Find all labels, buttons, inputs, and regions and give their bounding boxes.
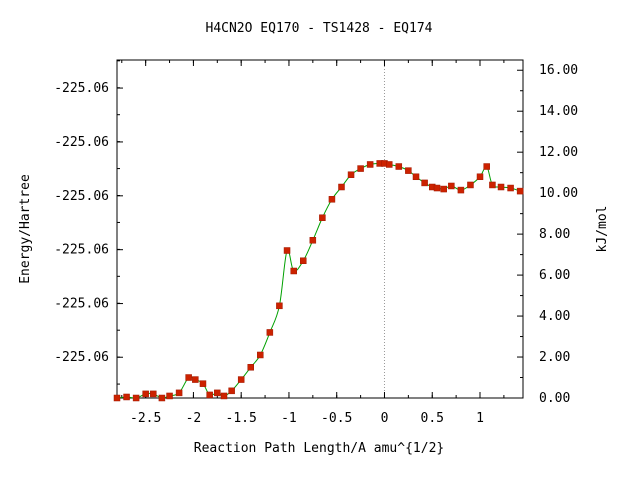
right-tick-label: 16.00 — [539, 63, 578, 78]
plot-border — [116, 59, 524, 399]
data-point — [483, 163, 490, 170]
data-point — [175, 389, 183, 397]
left-tick-label: -225.06 — [54, 189, 109, 204]
data-point — [185, 374, 192, 381]
left-tick-label: -225.06 — [54, 135, 109, 150]
data-point — [366, 161, 374, 168]
data-point — [247, 364, 254, 371]
left-tick-label: -225.06 — [54, 297, 109, 312]
energy-series — [113, 160, 524, 402]
right-tick-label: 8.00 — [539, 227, 570, 242]
data-point — [357, 165, 364, 172]
data-point — [166, 392, 173, 400]
left-axis-ticks: -225.06 -225.06 -225.06 -225.06 -225.06 -225.… — [54, 60, 123, 385]
data-point — [199, 380, 207, 387]
data-point — [319, 214, 326, 221]
data-point — [395, 163, 403, 170]
data-point — [237, 376, 245, 383]
data-point — [228, 387, 235, 395]
right-axis-ticks: 0.00 2.00 4.00 6.00 8.00 10.00 12.00 14.00 16.00 — [517, 63, 578, 406]
data-point — [192, 376, 199, 383]
x-axis-ticks: -2.5 -2 -1.5 -1 -0.5 0 0.5 1 — [121, 60, 505, 426]
plot-frame — [116, 59, 524, 399]
x-tick-label: -0.5 — [321, 411, 352, 426]
data-point — [290, 267, 297, 275]
left-tick-label: -225.06 — [54, 81, 109, 96]
data-point — [433, 184, 441, 192]
x-tick-label: -1.5 — [226, 411, 257, 426]
data-point — [347, 171, 355, 178]
data-point — [516, 187, 524, 195]
right-tick-label: 12.00 — [539, 145, 578, 160]
data-point — [150, 390, 157, 398]
data-point — [386, 161, 393, 168]
right-tick-label: 2.00 — [539, 350, 570, 365]
data-point — [489, 181, 496, 189]
right-tick-label: 4.00 — [539, 309, 570, 324]
data-point — [507, 184, 514, 192]
data-point — [132, 394, 140, 402]
data-point — [405, 167, 412, 174]
data-point — [309, 237, 317, 244]
x-tick-label: -2.5 — [130, 411, 161, 426]
left-axis-label: Energy/Hartree — [18, 174, 33, 284]
right-tick-label: 10.00 — [539, 186, 578, 201]
data-point — [276, 302, 283, 310]
data-point — [113, 394, 121, 402]
data-point — [283, 247, 291, 254]
series-line — [116, 162, 521, 399]
x-tick-label: 1 — [476, 411, 484, 426]
data-point — [328, 196, 336, 203]
data-point — [257, 351, 264, 359]
data-point — [412, 173, 420, 181]
data-point — [123, 393, 130, 401]
data-point — [448, 182, 455, 190]
data-point — [467, 181, 474, 189]
data-point — [266, 329, 274, 336]
right-tick-label: 14.00 — [539, 104, 578, 119]
right-tick-label: 0.00 — [539, 391, 570, 406]
x-axis-label: Reaction Path Length/A amu^{1/2} — [194, 441, 444, 456]
data-point — [457, 186, 465, 194]
data-point — [476, 173, 484, 181]
x-tick-label: -2 — [186, 411, 202, 426]
left-tick-label: -225.06 — [54, 243, 109, 258]
data-point — [158, 394, 166, 402]
data-point — [220, 392, 228, 400]
data-point — [214, 389, 221, 397]
data-point — [421, 179, 428, 187]
data-point — [497, 183, 505, 191]
chart-title: H4CN2O EQ170 - TS1428 - EQ174 — [206, 21, 433, 36]
data-point — [142, 390, 149, 398]
x-tick-label: 0 — [381, 411, 389, 426]
left-tick-label: -225.06 — [54, 350, 109, 365]
data-point — [440, 185, 447, 193]
data-point — [300, 257, 307, 265]
right-axis-label: kJ/mol — [595, 206, 610, 253]
data-point — [206, 391, 213, 399]
data-point — [338, 183, 345, 191]
x-tick-label: 0.5 — [421, 411, 444, 426]
right-tick-label: 6.00 — [539, 268, 570, 283]
x-tick-label: -1 — [281, 411, 297, 426]
